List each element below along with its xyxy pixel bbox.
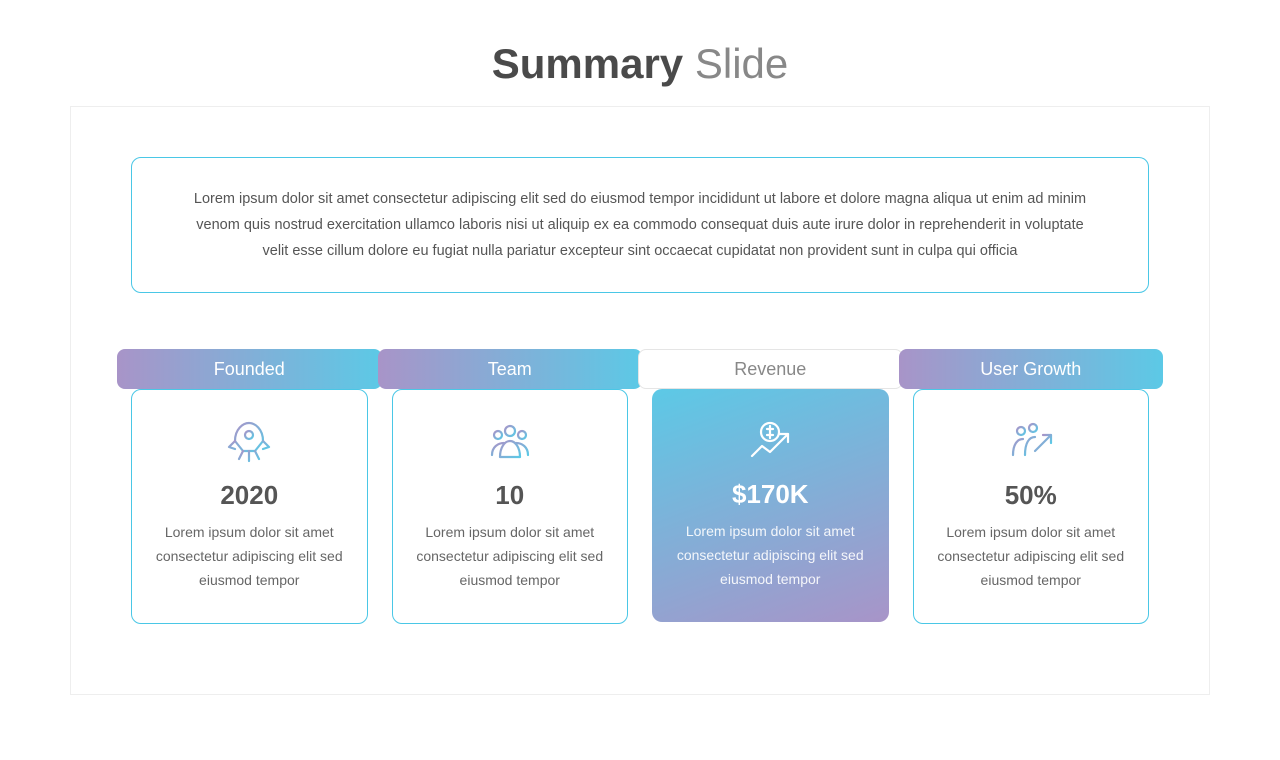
rocket-icon bbox=[150, 416, 349, 466]
tab-revenue: Revenue bbox=[638, 349, 903, 389]
card-growth: User Growth 50% Lorem ipsum dolor sit am… bbox=[913, 349, 1150, 623]
card-desc: Lorem ipsum dolor sit amet consectetur a… bbox=[670, 520, 871, 591]
growth-icon bbox=[932, 416, 1131, 466]
card-desc: Lorem ipsum dolor sit amet consectetur a… bbox=[411, 521, 610, 592]
card-body-founded: 2020 Lorem ipsum dolor sit amet consecte… bbox=[131, 389, 368, 623]
tab-label: User Growth bbox=[980, 359, 1081, 380]
card-desc: Lorem ipsum dolor sit amet consectetur a… bbox=[932, 521, 1131, 592]
tab-growth: User Growth bbox=[899, 349, 1164, 389]
card-body-team: 10 Lorem ipsum dolor sit amet consectetu… bbox=[392, 389, 629, 623]
main-panel: Lorem ipsum dolor sit amet consectetur a… bbox=[70, 106, 1210, 695]
tab-team: Team bbox=[378, 349, 643, 389]
tab-label: Revenue bbox=[734, 359, 806, 380]
cards-row: Founded 2020 Lorem ipsum dolor sit amet … bbox=[131, 349, 1149, 623]
card-revenue: Revenue $170K Lorem ipsum dolor sit amet… bbox=[652, 349, 889, 623]
revenue-icon bbox=[670, 415, 871, 465]
card-value: 10 bbox=[411, 480, 610, 511]
card-team: Team 10 Lorem ipsum dolor sit amet conse… bbox=[392, 349, 629, 623]
tab-label: Founded bbox=[214, 359, 285, 380]
page-title: Summary Slide bbox=[0, 40, 1280, 88]
intro-box: Lorem ipsum dolor sit amet consectetur a… bbox=[131, 157, 1149, 293]
card-body-revenue: $170K Lorem ipsum dolor sit amet consect… bbox=[652, 389, 889, 621]
title-light: Slide bbox=[695, 40, 788, 87]
title-bold: Summary bbox=[492, 40, 683, 87]
card-value: 50% bbox=[932, 480, 1131, 511]
card-value: 2020 bbox=[150, 480, 349, 511]
intro-text: Lorem ipsum dolor sit amet consectetur a… bbox=[188, 186, 1092, 264]
tab-label: Team bbox=[488, 359, 532, 380]
tab-founded: Founded bbox=[117, 349, 382, 389]
card-desc: Lorem ipsum dolor sit amet consectetur a… bbox=[150, 521, 349, 592]
card-body-growth: 50% Lorem ipsum dolor sit amet consectet… bbox=[913, 389, 1150, 623]
card-value: $170K bbox=[670, 479, 871, 510]
card-founded: Founded 2020 Lorem ipsum dolor sit amet … bbox=[131, 349, 368, 623]
team-icon bbox=[411, 416, 610, 466]
